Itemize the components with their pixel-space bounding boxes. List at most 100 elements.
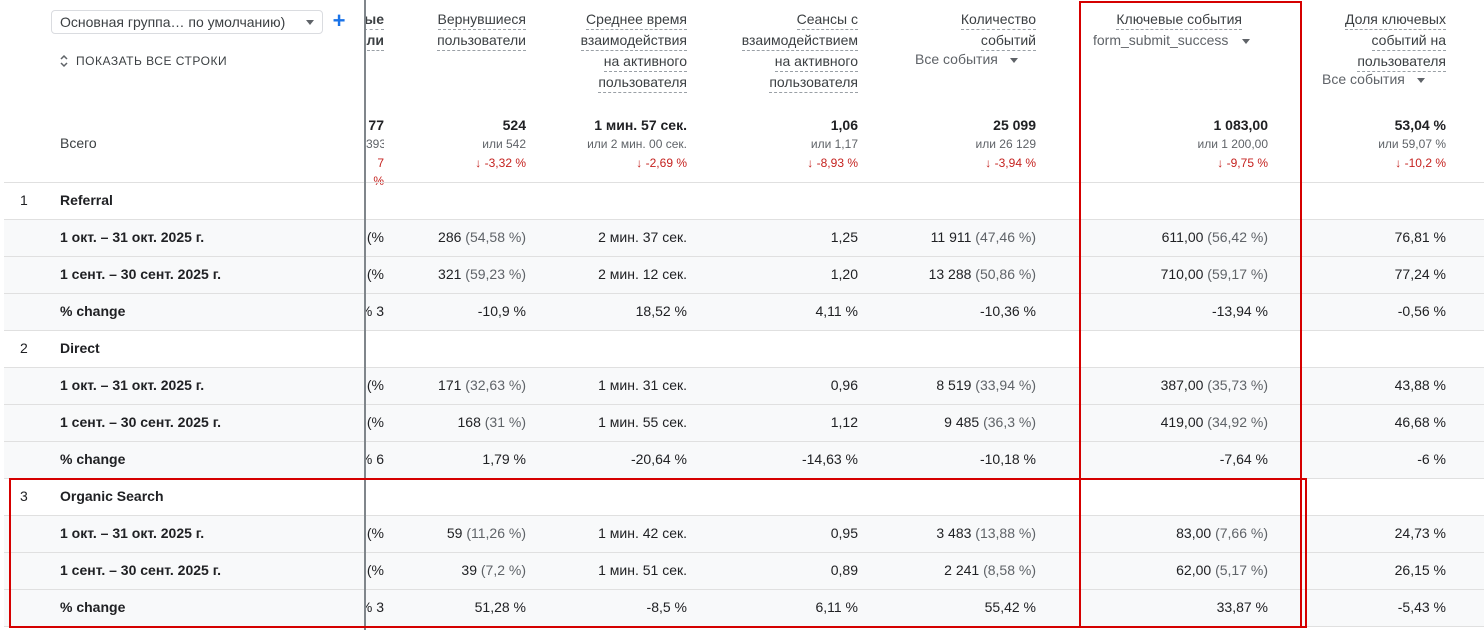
table-row [4,516,1484,552]
totals-label: Всего [60,135,97,151]
cell-value: 4,11 % [815,303,858,319]
expand-icon [58,54,70,69]
cell-value: 62,00 [1176,562,1212,578]
cell-value: 6,11 % [815,599,858,615]
table-cell: 168 (31 %) [400,414,526,430]
table-cell: 1,20 [700,266,858,282]
channel-group-label[interactable]: Referral [60,192,113,208]
cell-value: 33,87 % [1216,599,1268,615]
cell-value: 286 [438,229,462,245]
arrow-down-icon: ↓ [475,156,485,170]
cell-percent: (5,17 %) [1215,562,1268,578]
cell-value: 39 [461,562,477,578]
table-cell: -14,63 % [700,451,858,467]
table-cell: -5,43 % [1310,599,1446,615]
cell-value: 2 мин. 12 сек. [598,266,687,282]
date-range-label: % change [60,303,126,319]
cell-value: %) [366,266,384,282]
arrow-down-icon: ↓ [1395,156,1405,170]
cell-value: 1,20 [830,266,858,282]
row-number: 2 [20,340,28,356]
cell-value: 1 мин. 31 сек. [598,377,687,393]
cell-percent: (59,23 %) [465,266,526,282]
date-range-label: % change [60,599,126,615]
cell-value: 46,68 % [1394,414,1446,430]
row-divider [4,330,1484,331]
table-cell: 171 (32,63 %) [400,377,526,393]
key-event-rate-filter[interactable]: Все события [1322,71,1425,87]
cell-value: 1 мин. 42 сек. [598,525,687,541]
dropdown-arrow-icon [1242,38,1251,44]
channel-group-label[interactable]: Direct [60,340,100,356]
table-cell: %) [366,562,384,578]
cell-value: %) [366,229,384,245]
dimension-select[interactable]: Основная группа… по умолчанию) [51,10,323,34]
column-header-key-event-rate[interactable]: Доля ключевых событий на пользователя [1310,9,1446,72]
arrow-down-icon: ↓ [807,156,817,170]
table-cell: 321 (59,23 %) [400,266,526,282]
table-cell: 1,25 [700,229,858,245]
table-cell: %) [366,266,384,282]
cell-percent: (56,42 %) [1207,229,1268,245]
cell-percent: (54,58 %) [465,229,526,245]
channel-group-label[interactable]: Organic Search [60,488,164,504]
table-cell: 2 мин. 37 сек. [540,229,687,245]
cell-value: 387,00 [1160,377,1204,393]
table-cell: 2 мин. 12 сек. [540,266,687,282]
plus-icon[interactable]: + [332,8,346,33]
table-cell: 0,95 [700,525,858,541]
table-cell: 77,24 % [1310,266,1446,282]
row-divider [4,404,1484,405]
table-cell: 26,15 % [1310,562,1446,578]
cell-value: 168 [457,414,481,430]
table-cell: 62,00 (5,17 %) [1090,562,1268,578]
cell-value: -10,9 % [477,303,526,319]
column-header-event-count[interactable]: Количество событий [880,9,1036,51]
table-cell: 76,81 % [1310,229,1446,245]
table-cell: 1 мин. 55 сек. [540,414,687,430]
column-header-returning-users[interactable]: Вернувшиеся пользователи [400,9,526,51]
dimension-select-label: Основная группа… по умолчанию) [60,14,286,30]
table-cell: 43,88 % [1310,377,1446,393]
cell-value: 3 % [366,303,384,319]
column-header-engaged-sessions[interactable]: Сеансы с взаимодействием на активного польз… [700,9,858,93]
table-cell: 0,89 [700,562,858,578]
show-all-rows-button[interactable]: ПОКАЗАТЬ ВСЕ СТРОКИ [58,52,227,70]
key-events-filter[interactable]: form_submit_success [1093,32,1251,48]
cell-value: 419,00 [1160,414,1204,430]
cell-value: 6 % [366,451,384,467]
cell-value: 51,28 % [474,599,526,615]
event-count-filter[interactable]: Все события [915,51,1018,67]
cell-percent: (47,46 %) [975,229,1036,245]
arrow-down-icon: ↓ [1217,156,1227,170]
table-cell: 419,00 (34,92 %) [1090,414,1268,430]
table-cell: -13,94 % [1090,303,1268,319]
table-cell: 2 241 (8,58 %) [880,562,1036,578]
table-row [4,405,1484,441]
dropdown-arrow-icon [1416,77,1425,83]
cell-value: %) [366,414,384,430]
column-header-key-events[interactable]: Ключевые события [1090,9,1242,30]
cell-value: 83,00 [1176,525,1212,541]
column-header-avg-engagement-time[interactable]: Среднее время взаимодействия на активного п… [540,9,687,93]
table-cell: 3 % [366,599,384,615]
cell-value: %) [366,562,384,578]
cell-value: 9 485 [944,414,980,430]
frozen-column-divider [364,0,366,630]
row-divider [4,219,1484,220]
table-cell: 6 % [366,451,384,467]
table-cell: %) [366,414,384,430]
cell-percent: (11,26 %) [466,525,526,541]
table-cell: 1,12 [700,414,858,430]
cell-value: -6 % [1417,451,1446,467]
table-cell: 24,73 % [1310,525,1446,541]
table-cell: -10,18 % [880,451,1036,467]
column-header-truncated[interactable]: ые ли [366,9,384,51]
table-cell: 51,28 % [400,599,526,615]
cell-percent: (36,3 %) [983,414,1036,430]
totals-returning: 524 или 542 ↓ -3,32 % [475,117,526,170]
cell-value: 11 911 [930,229,972,245]
cell-value: 1 мин. 55 сек. [598,414,687,430]
cell-value: 0,96 [830,377,858,393]
chevron-down-icon [306,20,314,25]
